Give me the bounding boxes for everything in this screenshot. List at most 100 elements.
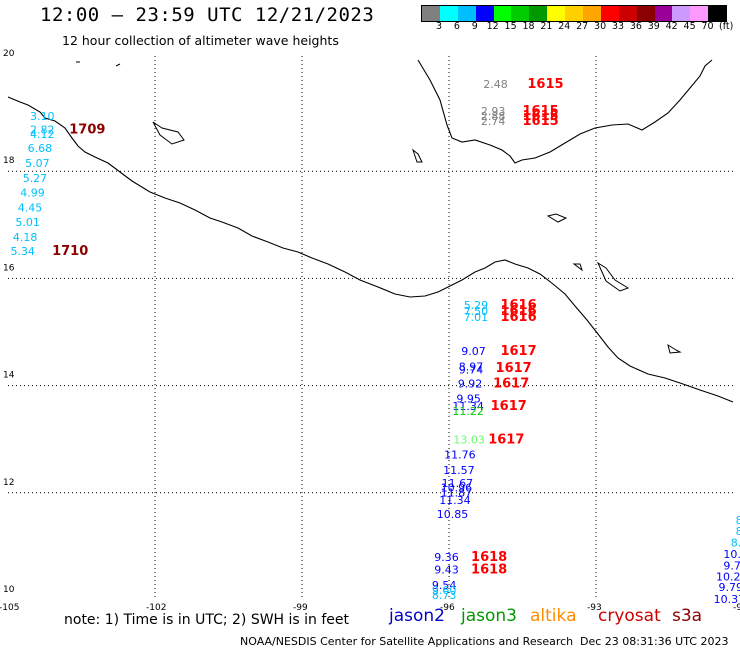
wave-height-value: 9.36	[434, 551, 459, 564]
longitude-label: -96	[440, 603, 455, 613]
color-swatch	[600, 6, 619, 21]
island	[115, 63, 121, 67]
color-scale-ticks: 3 6 9 12 15 18 21 24 27 30 33 36 39 42 45 70	[421, 21, 726, 35]
pass-time-label: 1616	[500, 298, 536, 313]
pass-time-label: 1617	[496, 361, 532, 376]
color-swatch	[457, 6, 476, 21]
wave-height-value: 2.82	[30, 123, 55, 136]
pass-time-label: 1617	[488, 433, 524, 448]
pass-time-label: 1615	[523, 104, 559, 119]
wave-height-value: 9.74	[459, 364, 484, 377]
pass-time-label: 1710	[52, 244, 88, 259]
latitude-label: 12	[3, 478, 14, 488]
wave-height-value: 6.68	[28, 142, 52, 155]
page-title: 12:00 – 23:59 UTC 12/21/2023	[40, 4, 375, 26]
wave-height-value: 5.01	[15, 216, 39, 229]
coastline	[7, 59, 734, 403]
color-swatch	[708, 6, 727, 21]
satellite-legend-altika: altika	[530, 606, 577, 626]
island	[152, 121, 185, 145]
color-scale-tick-label: 9	[471, 21, 478, 32]
wave-height-value: 9.72	[723, 560, 740, 573]
wave-height-value: 2.48	[483, 78, 508, 91]
color-swatch	[529, 6, 548, 21]
island	[572, 263, 583, 272]
wave-height-value: 10.2	[723, 548, 740, 561]
color-swatch	[475, 6, 494, 21]
pass-time-label: 1618	[471, 562, 507, 577]
wave-height-value: 8	[736, 525, 740, 538]
pass-time-label: 1615	[523, 114, 559, 129]
color-scale-unit: (ft)	[719, 21, 734, 32]
satellite-legend-s3a: s3a	[672, 606, 703, 626]
pass-time-label: 1617	[493, 376, 529, 391]
gulf-coastline	[417, 59, 713, 164]
wave-height-value: 5.07	[25, 157, 50, 170]
color-swatch	[439, 6, 458, 21]
color-swatch	[511, 6, 530, 21]
wave-height-value: 8	[736, 514, 740, 527]
wave-height-value: 9.54	[432, 579, 457, 592]
wave-height-value: 11.57	[443, 464, 475, 477]
wave-height-value: 9.43	[434, 563, 459, 576]
pass-time-label: 1709	[69, 122, 105, 137]
wave-height-value: 9.60	[432, 584, 457, 597]
wave-height-value: 7.01	[464, 311, 489, 324]
longitude-label: -102	[146, 603, 166, 613]
generation-timestamp: Dec 23 08:31:36 UTC 2023	[580, 635, 729, 648]
wave-height-value: 11.34	[439, 494, 471, 507]
color-scale-tick-label: 27	[576, 21, 589, 32]
wave-height-value: 11.87	[441, 486, 473, 499]
color-swatch	[654, 6, 673, 21]
island	[411, 148, 423, 163]
color-scale-tick-label: 30	[594, 21, 607, 32]
wave-height-value: 4.99	[20, 187, 45, 200]
wave-height-value: 4.18	[13, 231, 38, 244]
color-scale-tick-label: 21	[540, 21, 553, 32]
longitude-label: -93	[587, 603, 602, 613]
pass-time-label: 1615	[523, 109, 559, 124]
color-scale-tick-label: 33	[611, 21, 625, 32]
wave-height-value: 4.45	[18, 202, 43, 215]
color-scale-tick-label: 12	[486, 21, 499, 32]
color-swatch	[547, 6, 566, 21]
satellite-legend-cryosat: cryosat	[598, 606, 661, 626]
pass-time-label: 1617	[491, 399, 527, 414]
color-scale-tick-label: 3	[435, 21, 443, 32]
pass-time-label: 1616	[500, 304, 536, 319]
wave-height-value: 8.5	[731, 537, 740, 550]
wave-height-value: 9.92	[458, 377, 483, 390]
color-swatch	[690, 6, 709, 21]
longitude-label: -99	[293, 603, 308, 613]
wave-height-value: 9.07	[461, 345, 486, 358]
page-subtitle: 12 hour collection of altimeter wave hei…	[62, 33, 339, 48]
color-scale-tick-label: 39	[647, 21, 660, 32]
wave-height-value: 11.76	[444, 449, 476, 462]
longitude-label: -90	[733, 603, 740, 613]
pass-time-label: 1618	[471, 550, 507, 565]
wave-height-value: 2.74	[481, 115, 506, 128]
credit-line: NOAA/NESDIS Center for Satellite Applica…	[240, 635, 574, 648]
footer-note: note: 1) Time is in UTC; 2) SWH is in fe…	[64, 612, 350, 628]
wave-height-value: 11.22	[452, 405, 484, 418]
wave-height-value: 4.12	[30, 128, 55, 141]
color-swatch	[672, 6, 691, 21]
wave-height-value: 10.85	[437, 508, 469, 521]
color-scale-tick-label: 6	[453, 21, 460, 32]
color-swatch	[583, 6, 601, 21]
wave-height-value: 11.34	[452, 400, 484, 413]
wave-height-value: 13.03	[453, 434, 485, 447]
island	[596, 261, 630, 292]
wave-height-value: 2.88	[481, 110, 506, 123]
color-swatch	[565, 6, 584, 21]
pass-time-label: 1617	[500, 344, 536, 359]
mexico-pacific-coastline	[7, 96, 734, 403]
color-scale-tick-label: 18	[522, 21, 535, 32]
island	[667, 343, 682, 354]
wave-height-value: 2.93	[481, 105, 506, 118]
wave-height-value: 10.37	[714, 593, 740, 606]
color-scale-tick-label: 70	[701, 21, 714, 32]
island	[546, 213, 568, 223]
pass-time-label: 1615	[527, 77, 563, 92]
satellite-legend-jason2: jason2	[389, 606, 445, 626]
